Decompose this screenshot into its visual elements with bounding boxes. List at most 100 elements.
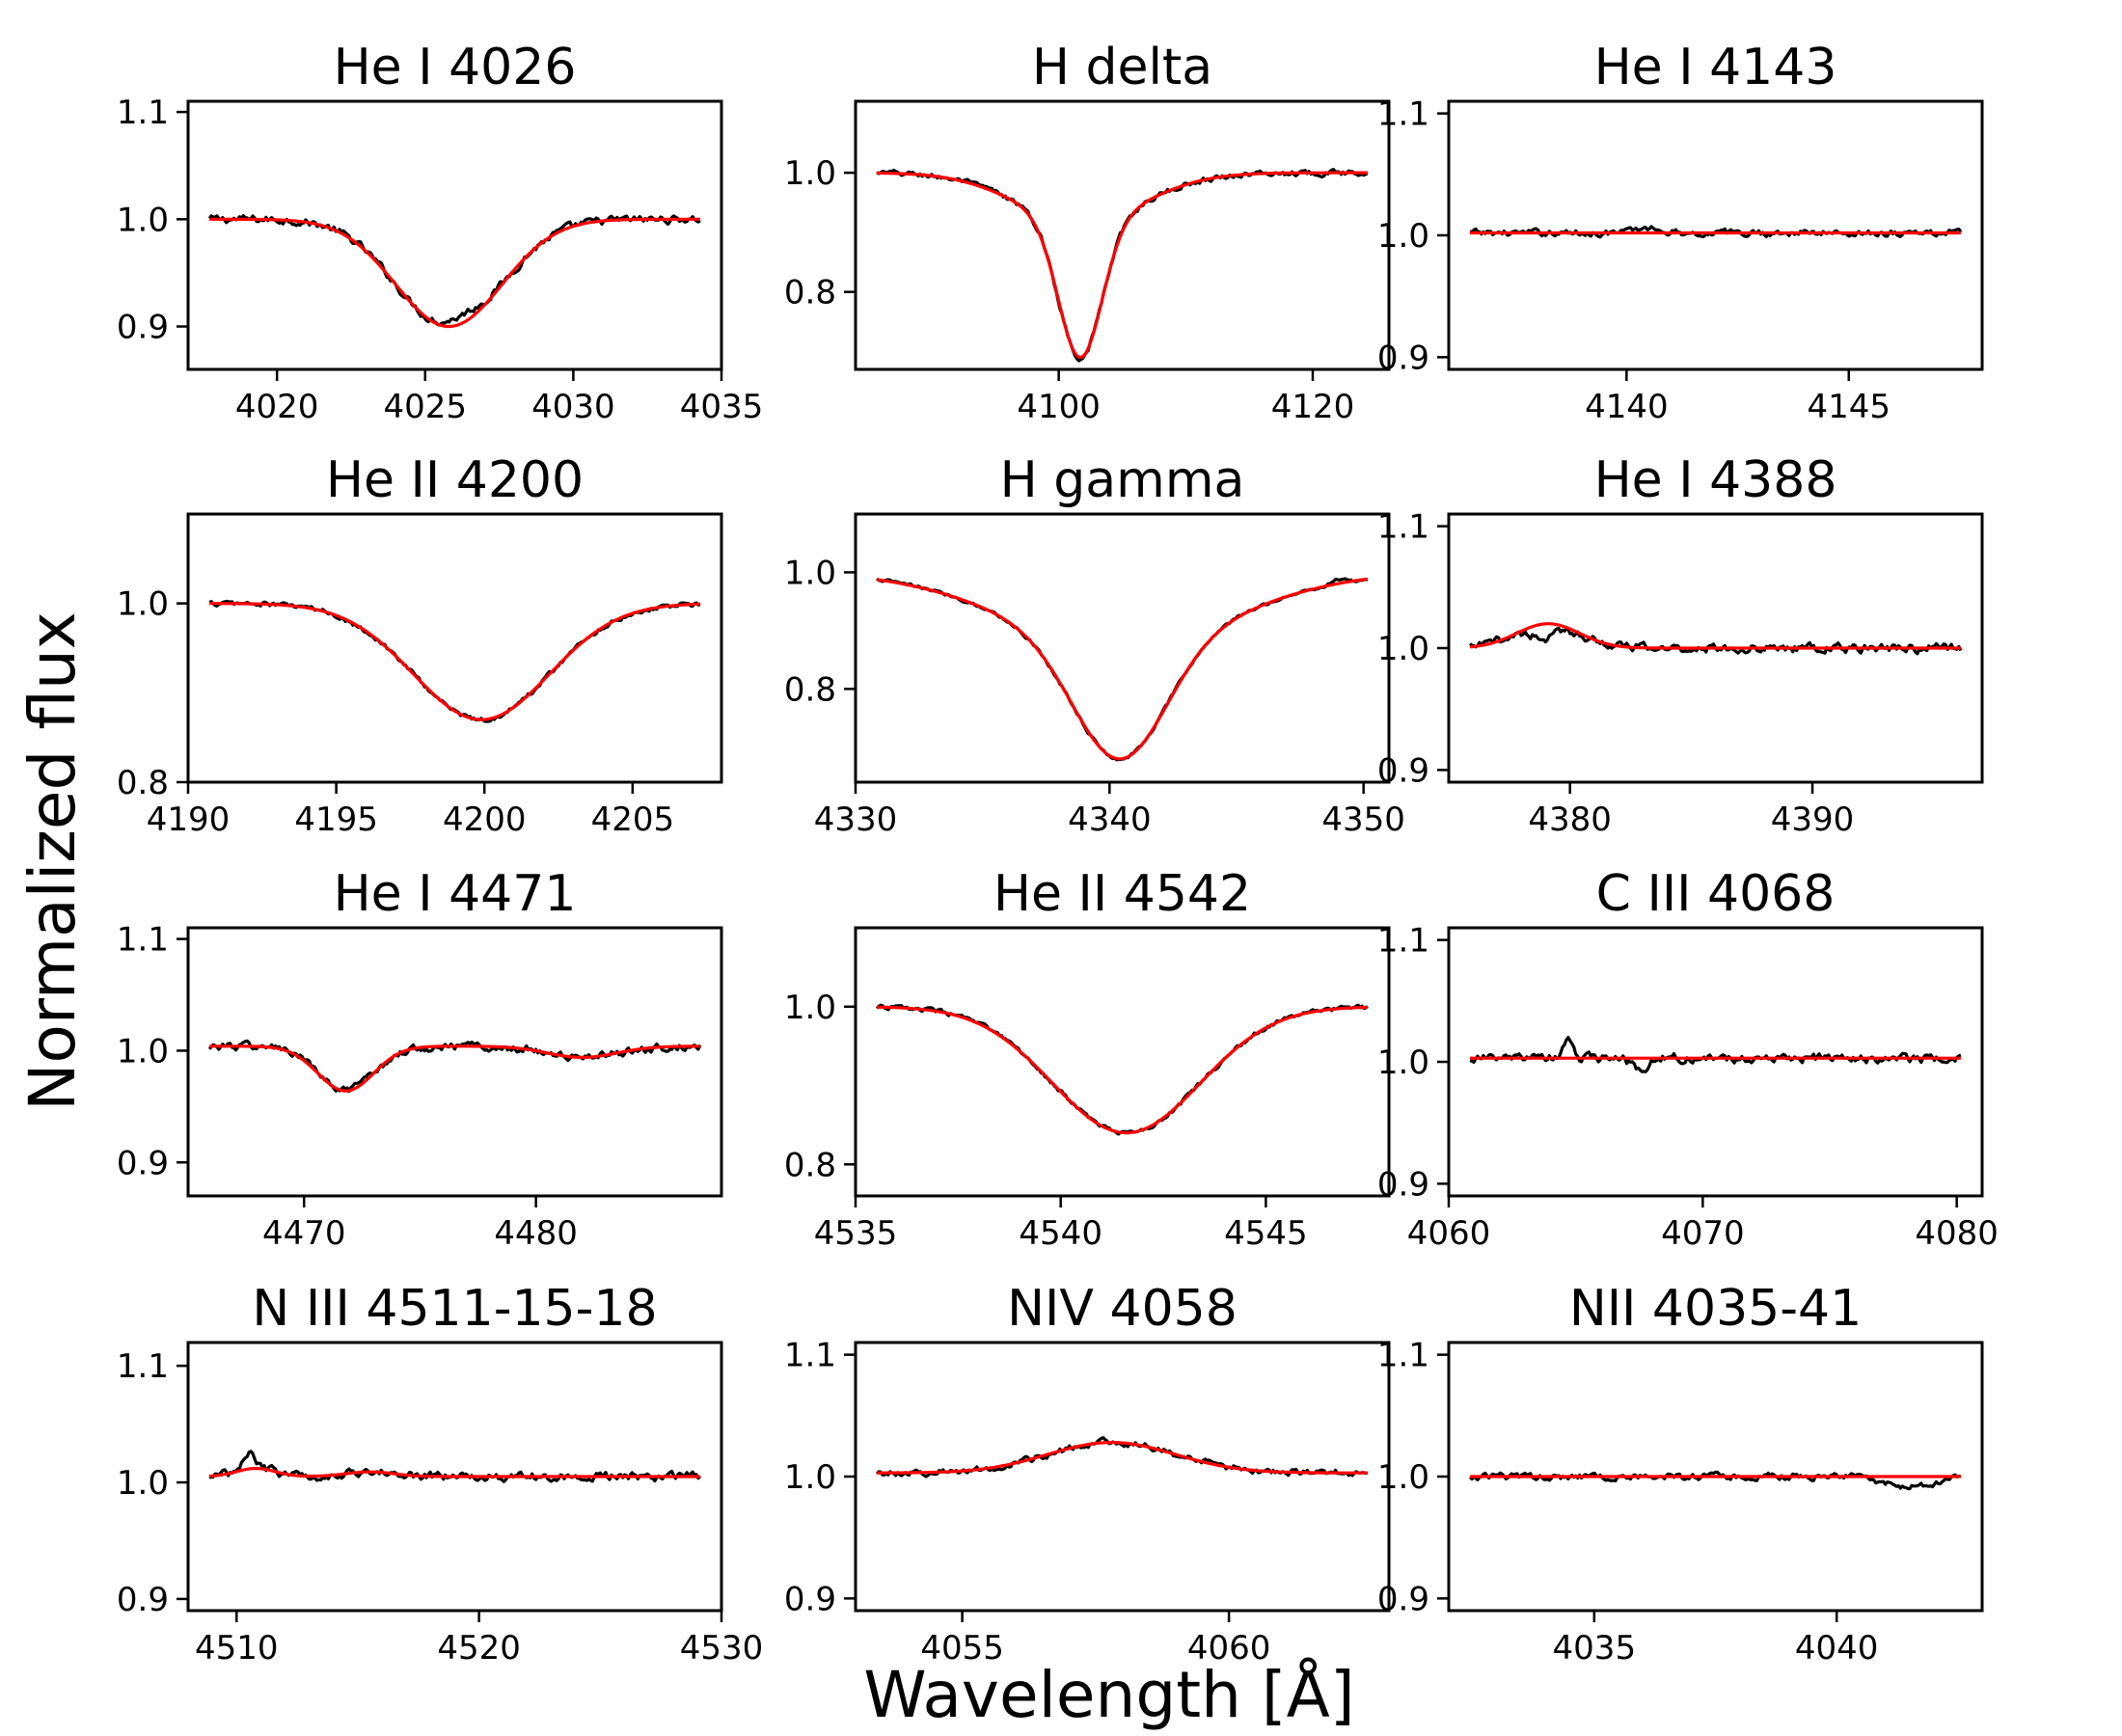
panel-he-i-4026: He I 4026 4020 4025 4030 4035 0.9 1.0 1.1 [117, 39, 763, 426]
panel-title-he-ii-4542: He II 4542 [993, 865, 1251, 923]
y-tick-label-h-delta: 1.0 [784, 154, 836, 193]
x-tick-label-c-iii-4068: 4080 [1915, 1214, 1999, 1253]
y-tick-label-c-iii-4068: 0.9 [1377, 1165, 1429, 1204]
y-tick-label-h-gamma: 1.0 [784, 554, 836, 592]
panel-title-he-i-4388: He I 4388 [1594, 451, 1837, 509]
model-fit-h-delta [877, 171, 1368, 360]
x-tick-label-he-i-4026: 4025 [384, 388, 468, 426]
panel-frame-he-ii-4542 [854, 926, 1391, 1198]
y-tick-label-niv-4058: 0.9 [784, 1580, 836, 1618]
panel-frame-h-delta [854, 99, 1391, 371]
y-tick-label-c-iii-4068: 1.1 [1377, 922, 1429, 961]
y-tick-label-he-ii-4542: 1.0 [784, 989, 836, 1027]
panel-he-i-4143: He I 4143 4140 4145 0.9 1.0 1.1 [1377, 39, 1984, 426]
observed-spectrum-he-i-4026 [207, 214, 701, 327]
x-tick-label-he-i-4471: 4480 [494, 1214, 578, 1253]
model-fit-he-i-4026 [209, 217, 700, 329]
panel-frame-he-ii-4200 [186, 512, 723, 784]
x-tick-label-he-ii-4200: 4200 [443, 800, 527, 839]
model-fit-niv-4058 [877, 1441, 1368, 1475]
x-tick-label-he-i-4143: 4145 [1807, 388, 1891, 426]
x-tick-label-nii-4035-41: 4035 [1553, 1629, 1637, 1668]
model-fit-n-iii-4511-15-18 [209, 1466, 700, 1478]
x-tick-label-he-ii-4200: 4190 [147, 800, 231, 839]
x-tick-label-niv-4058: 4060 [1187, 1629, 1271, 1668]
x-tick-label-h-gamma: 4350 [1321, 800, 1405, 839]
panel-title-he-i-4471: He I 4471 [334, 865, 577, 923]
x-tick-label-he-i-4026: 4030 [531, 388, 615, 426]
y-tick-label-he-i-4143: 0.9 [1377, 339, 1429, 377]
x-tick-label-n-iii-4511-15-18: 4530 [680, 1629, 764, 1668]
panel-title-n-iii-4511-15-18: N III 4511-15-18 [252, 1280, 657, 1338]
panel-he-ii-4200: He II 4200 4190 4195 4200 4205 0.8 1.0 [117, 451, 723, 839]
y-tick-label-n-iii-4511-15-18: 0.9 [117, 1581, 169, 1619]
y-tick-label-he-i-4026: 1.1 [117, 94, 169, 132]
panel-frame-h-gamma [854, 512, 1391, 784]
panel-title-nii-4035-41: NII 4035-41 [1569, 1280, 1862, 1338]
y-tick-label-he-i-4388: 1.0 [1377, 630, 1429, 668]
x-tick-label-c-iii-4068: 4070 [1661, 1214, 1745, 1253]
model-fit-he-i-4471 [209, 1044, 700, 1093]
x-tick-label-h-delta: 4100 [1017, 388, 1101, 426]
panel-title-he-i-4143: He I 4143 [1594, 39, 1837, 96]
x-tick-label-he-i-4388: 4390 [1771, 800, 1855, 839]
panel-frame-he-i-4471 [186, 926, 723, 1198]
x-tick-label-he-i-4388: 4380 [1528, 800, 1612, 839]
x-tick-label-h-delta: 4120 [1271, 388, 1355, 426]
x-tick-label-h-gamma: 4330 [814, 800, 898, 839]
y-axis-label: Normalized flux [15, 611, 90, 1111]
y-tick-label-he-i-4143: 1.1 [1377, 95, 1429, 134]
panel-frame-niv-4058 [854, 1341, 1391, 1613]
y-tick-label-n-iii-4511-15-18: 1.1 [117, 1347, 169, 1386]
x-tick-label-he-i-4471: 4470 [262, 1214, 346, 1253]
panel-title-h-delta: H delta [1032, 39, 1212, 96]
observed-spectrum-he-ii-4542 [875, 1003, 1369, 1136]
y-tick-label-he-i-4026: 1.0 [117, 201, 169, 239]
y-tick-label-he-i-4143: 1.0 [1377, 217, 1429, 256]
observed-spectrum-nii-4035-41 [1468, 1470, 1962, 1491]
y-tick-label-n-iii-4511-15-18: 1.0 [117, 1464, 169, 1503]
y-tick-label-niv-4058: 1.0 [784, 1458, 836, 1497]
y-tick-label-he-i-4471: 1.0 [117, 1032, 169, 1071]
y-tick-label-he-i-4388: 0.9 [1377, 751, 1429, 790]
y-tick-label-h-delta: 0.8 [784, 274, 836, 312]
x-tick-label-he-ii-4542: 4540 [1019, 1214, 1102, 1253]
x-tick-label-he-ii-4200: 4205 [591, 800, 675, 839]
observed-spectrum-h-delta [876, 168, 1368, 363]
x-tick-label-n-iii-4511-15-18: 4520 [437, 1629, 521, 1668]
x-tick-label-he-ii-4542: 4545 [1224, 1214, 1308, 1253]
observed-spectrum-he-ii-4200 [208, 599, 701, 723]
y-tick-label-c-iii-4068: 1.0 [1377, 1044, 1429, 1082]
model-fit-he-ii-4542 [877, 1005, 1368, 1135]
panel-he-i-4388: He I 4388 4380 4390 0.9 1.0 1.1 [1377, 451, 1984, 839]
panel-n-iii-4511-15-18: N III 4511-15-18 4510 4520 4530 0.9 1.0 1.1 [117, 1280, 763, 1668]
panel-nii-4035-41: NII 4035-41 4035 4040 0.9 1.0 1.1 [1377, 1280, 1984, 1668]
observed-spectrum-he-i-4388 [1468, 627, 1963, 656]
x-tick-label-he-ii-4542: 4535 [814, 1214, 898, 1253]
x-tick-label-h-gamma: 4340 [1068, 800, 1152, 839]
x-tick-label-c-iii-4068: 4060 [1407, 1214, 1491, 1253]
x-tick-label-he-i-4026: 4020 [235, 388, 319, 426]
panel-title-niv-4058: NIV 4058 [1007, 1280, 1238, 1338]
x-tick-label-niv-4058: 4055 [920, 1629, 1004, 1668]
y-tick-label-he-i-4026: 0.9 [117, 309, 169, 347]
y-tick-label-he-ii-4200: 0.8 [117, 764, 169, 802]
x-tick-label-nii-4035-41: 4040 [1795, 1629, 1879, 1668]
panel-frame-n-iii-4511-15-18 [186, 1341, 723, 1613]
y-tick-label-he-ii-4200: 1.0 [117, 585, 169, 624]
model-fit-h-gamma [876, 577, 1369, 761]
panel-h-delta: H delta 4100 4120 0.8 1.0 [784, 39, 1391, 426]
x-tick-label-he-i-4143: 4140 [1585, 388, 1669, 426]
y-tick-label-he-ii-4542: 0.8 [784, 1146, 836, 1184]
x-tick-label-n-iii-4511-15-18: 4510 [195, 1629, 279, 1668]
panel-frame-c-iii-4068 [1447, 926, 1984, 1198]
panel-title-c-iii-4068: C III 4068 [1596, 865, 1836, 923]
observed-spectrum-h-gamma [876, 577, 1369, 762]
panel-h-gamma: H gamma 4330 4340 4350 0.8 1.0 [784, 451, 1405, 839]
x-tick-label-he-ii-4200: 4195 [294, 800, 378, 839]
y-tick-label-nii-4035-41: 0.9 [1377, 1580, 1429, 1618]
model-fit-he-ii-4200 [209, 602, 700, 721]
model-fit-he-i-4388 [1469, 622, 1961, 650]
y-tick-label-nii-4035-41: 1.1 [1377, 1337, 1429, 1375]
